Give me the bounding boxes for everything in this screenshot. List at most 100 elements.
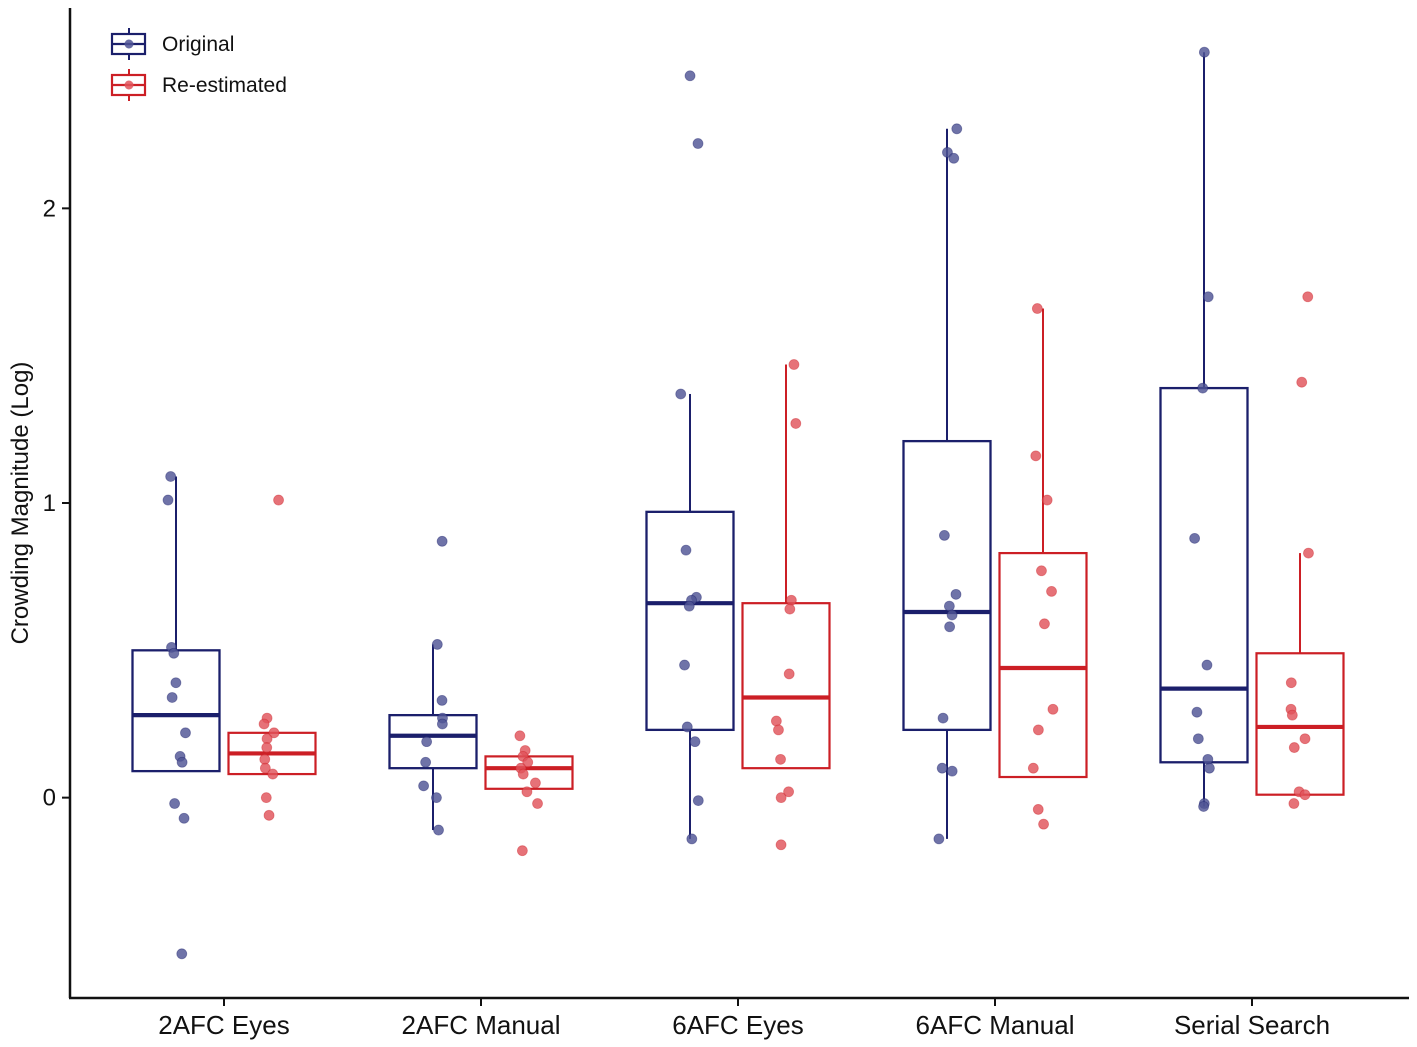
data-point — [1288, 798, 1300, 809]
box — [645, 510, 735, 732]
data-point — [420, 756, 432, 768]
data-point — [1027, 762, 1039, 774]
box-group-original-6afc-eyes — [645, 70, 735, 845]
data-point — [180, 727, 191, 739]
data-point — [436, 695, 448, 706]
data-point — [933, 833, 945, 845]
x-ticks: 2AFC Eyes 2AFC Manual 6AFC Eyes 6AFC Manual… — [158, 998, 1330, 1040]
box — [741, 602, 831, 770]
data-point — [1192, 733, 1204, 745]
data-point — [1041, 494, 1053, 506]
data-point — [785, 594, 797, 606]
data-point — [784, 603, 796, 615]
data-point — [1030, 450, 1042, 462]
data-point — [770, 715, 782, 727]
data-point — [948, 152, 960, 164]
y-tick-label: 0 — [43, 785, 56, 812]
data-point — [1191, 706, 1203, 718]
data-point — [1039, 618, 1050, 630]
data-point — [436, 718, 448, 730]
x-tick-label-2afc-eyes: 2AFC Eyes — [158, 1010, 290, 1040]
data-point — [1299, 733, 1311, 745]
x-tick-label-2afc-manual: 2AFC Manual — [402, 1010, 561, 1040]
data-point — [522, 756, 534, 768]
data-point — [775, 753, 786, 765]
data-point — [421, 736, 433, 748]
data-point — [1288, 742, 1300, 753]
data-point — [178, 812, 190, 824]
box-group-re-estimated-6afc-manual — [998, 303, 1088, 830]
x-tick-label-6afc-eyes: 6AFC Eyes — [672, 1010, 804, 1040]
data-point — [261, 742, 273, 753]
data-point — [1038, 818, 1049, 830]
data-point — [1198, 801, 1210, 812]
plot-area — [131, 46, 1345, 960]
data-point — [783, 668, 795, 680]
data-point — [268, 727, 280, 739]
data-point — [165, 471, 177, 482]
box-group-original-serial-search — [1159, 46, 1249, 812]
data-point — [258, 718, 270, 730]
data-point — [521, 786, 533, 798]
legend-item-re-estimated: Re-estimated — [110, 69, 287, 101]
box — [1255, 652, 1345, 796]
box-group-re-estimated-2afc-manual — [484, 730, 574, 857]
data-point — [169, 798, 181, 809]
data-point — [946, 765, 958, 777]
legend-key-point-re-estimated — [124, 80, 134, 90]
box-group-re-estimated-serial-search — [1255, 291, 1345, 809]
legend-label-re-estimated: Re-estimated — [162, 74, 287, 97]
data-point — [431, 792, 442, 804]
data-point — [532, 798, 543, 809]
data-point — [431, 639, 443, 650]
legend-item-original: Original — [110, 28, 234, 60]
x-tick-label-6afc-manual: 6AFC Manual — [916, 1010, 1075, 1040]
data-point — [1202, 753, 1214, 765]
data-point — [775, 792, 787, 804]
data-point — [783, 786, 794, 798]
data-point — [259, 762, 271, 774]
data-point — [946, 609, 958, 621]
data-point — [1032, 804, 1044, 815]
data-point — [937, 712, 949, 724]
box-group-re-estimated-2afc-eyes — [227, 494, 317, 821]
data-point — [1296, 376, 1308, 388]
data-point — [1286, 709, 1298, 721]
box — [998, 551, 1088, 779]
data-point — [790, 418, 802, 429]
data-point — [516, 845, 528, 857]
data-point — [692, 138, 704, 149]
y-ticks: 0 1 2 — [43, 195, 70, 812]
data-point — [273, 494, 284, 506]
data-point — [267, 768, 279, 780]
data-point — [1201, 659, 1213, 671]
data-point — [436, 535, 448, 547]
data-point — [775, 839, 787, 851]
data-point — [679, 659, 690, 671]
data-point — [1285, 677, 1297, 689]
data-point — [514, 730, 526, 742]
data-point — [936, 762, 948, 774]
data-point — [1303, 547, 1314, 559]
data-point — [938, 530, 950, 541]
x-tick-label-serial-search: Serial Search — [1174, 1010, 1330, 1040]
y-tick-label: 1 — [43, 490, 56, 517]
box — [388, 713, 478, 770]
series-re-estimated — [227, 291, 1345, 857]
data-point — [1189, 532, 1201, 544]
data-point — [433, 824, 444, 836]
data-point — [1047, 703, 1059, 715]
data-point — [944, 621, 956, 633]
y-tick-label: 2 — [43, 195, 56, 222]
data-point — [1198, 46, 1210, 58]
data-point — [530, 777, 541, 789]
data-point — [773, 724, 784, 736]
data-point — [1202, 291, 1214, 303]
data-point — [168, 647, 180, 659]
data-point — [260, 792, 272, 804]
y-axis-title: Crowding Magnitude (Log) — [7, 362, 34, 645]
data-point — [692, 795, 704, 806]
data-point — [166, 692, 178, 703]
data-point — [951, 123, 963, 135]
data-point — [681, 721, 693, 733]
